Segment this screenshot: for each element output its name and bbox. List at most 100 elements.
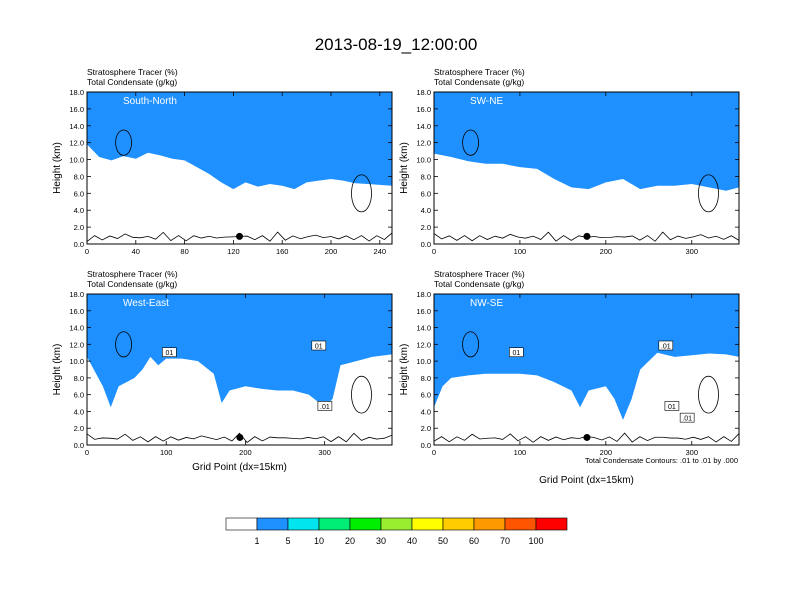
panel-1: South-North Stratosphere Tracer (%)Total … (52, 67, 393, 256)
y-tick-label: 0.0 (74, 240, 84, 249)
y-tick-label: 18.0 (416, 88, 431, 97)
y-axis-label: Height (km) (52, 344, 63, 396)
y-tick-label: 4.0 (421, 407, 431, 416)
panel-3: 01 01 .01 West-East Stratosphere Tracer (%)T… (52, 269, 393, 473)
y-tick-label: 10.0 (416, 156, 431, 165)
y-tick-label: 16.0 (416, 307, 431, 316)
cloud-contour-0 (115, 331, 132, 358)
y-tick-label: 8.0 (74, 374, 84, 383)
cloud-contour-0 (115, 129, 132, 156)
cloud-contour-1 (698, 375, 719, 414)
plot-frame (86, 293, 393, 446)
cloud-contour-1 (351, 174, 372, 213)
figure-title: 2013-08-19_12:00:00 (315, 35, 478, 54)
colorbar-swatch (349, 517, 382, 531)
tracer-layer-9 (434, 294, 739, 420)
x-tick-label: 300 (685, 448, 698, 457)
location-marker (583, 232, 591, 240)
y-tick-label: 18.0 (69, 290, 84, 299)
colorbar-label: 100 (528, 536, 543, 546)
plot-area: 01 01 .01 (87, 294, 392, 445)
variable-label: Stratosphere Tracer (%) (434, 269, 525, 279)
colorbar-swatch (442, 517, 475, 531)
variable-label: Total Condensate (g/kg) (434, 77, 524, 87)
x-tick-label: 0 (432, 247, 436, 256)
contour-footnote: Total Condensate Contours: .01 to .01 by… (585, 456, 738, 465)
y-tick-label: 18.0 (416, 290, 431, 299)
y-tick-label: 4.0 (74, 206, 84, 215)
svg-text:01: 01 (512, 350, 520, 357)
svg-text:01: 01 (668, 404, 676, 411)
colorbar-label: 40 (407, 536, 417, 546)
y-tick-label: 2.0 (74, 424, 84, 433)
x-tick-label: 200 (239, 448, 252, 457)
y-tick-label: 12.0 (69, 139, 84, 148)
plot-frame (433, 91, 740, 245)
y-tick-label: 14.0 (69, 324, 84, 333)
panel-2: SW-NE Stratosphere Tracer (%)Total Conden… (399, 67, 740, 256)
y-tick-label: 14.0 (69, 122, 84, 131)
panel-label: SW-NE (470, 96, 503, 107)
panel-label: NW-SE (470, 298, 503, 309)
plot-area (434, 92, 739, 244)
colorbar-swatch (287, 517, 320, 531)
y-tick-label: 14.0 (416, 324, 431, 333)
tracer-layer-9 (87, 92, 392, 190)
condensate-contour (434, 432, 739, 443)
plot-frame (86, 91, 393, 245)
cloud-contour-1 (698, 174, 719, 213)
x-tick-label: 200 (325, 247, 338, 256)
x-tick-label: 240 (374, 247, 387, 256)
colorbar-label: 50 (438, 536, 448, 546)
colorbar-swatch (504, 517, 537, 531)
svg-text:01: 01 (165, 350, 173, 357)
y-tick-label: 2.0 (421, 424, 431, 433)
y-tick-label: 6.0 (421, 391, 431, 400)
y-axis-label: Height (km) (399, 344, 410, 396)
x-tick-label: 120 (227, 247, 240, 256)
colorbar-swatch (473, 517, 506, 531)
y-tick-label: 8.0 (74, 172, 84, 181)
colorbar-label: 5 (285, 536, 290, 546)
y-tick-label: 18.0 (69, 88, 84, 97)
y-tick-label: 6.0 (74, 189, 84, 198)
y-tick-label: 10.0 (416, 357, 431, 366)
cloud-contour-0 (462, 331, 480, 358)
condensate-contour (434, 231, 739, 242)
x-tick-label: 0 (85, 448, 89, 457)
variable-label: Total Condensate (g/kg) (87, 77, 177, 87)
y-tick-label: 12.0 (416, 139, 431, 148)
x-tick-label: 100 (160, 448, 173, 457)
y-tick-label: 6.0 (421, 189, 431, 198)
colorbar-swatch (380, 517, 413, 531)
contour-label: .01 (658, 340, 674, 351)
y-tick-label: 16.0 (69, 307, 84, 316)
x-tick-label: 0 (85, 247, 89, 256)
location-marker (236, 433, 244, 441)
contour-label: 01 (311, 340, 327, 351)
y-tick-label: 8.0 (421, 374, 431, 383)
x-tick-label: 200 (600, 247, 613, 256)
x-tick-label: 200 (600, 448, 613, 457)
tracer-layer-9 (87, 294, 392, 408)
colorbar-label: 70 (500, 536, 510, 546)
y-tick-label: 0.0 (421, 240, 431, 249)
y-tick-label: 14.0 (416, 122, 431, 131)
x-tick-label: 40 (132, 247, 140, 256)
condensate-contour (87, 432, 392, 444)
colorbar-label: 20 (345, 536, 355, 546)
colorbar-swatch (318, 517, 351, 531)
y-tick-label: 2.0 (421, 223, 431, 232)
cloud-contour-1 (351, 375, 372, 414)
y-tick-label: 2.0 (74, 223, 84, 232)
location-marker (236, 232, 243, 240)
colorbar: 1 5 10 20 30 40 50 60 70 100 (225, 517, 568, 546)
colorbar-label: 60 (469, 536, 479, 546)
y-tick-label: 12.0 (416, 340, 431, 349)
colorbar-label: 30 (376, 536, 386, 546)
svg-text:.01: .01 (320, 404, 330, 411)
variable-label: Total Condensate (g/kg) (434, 279, 524, 289)
